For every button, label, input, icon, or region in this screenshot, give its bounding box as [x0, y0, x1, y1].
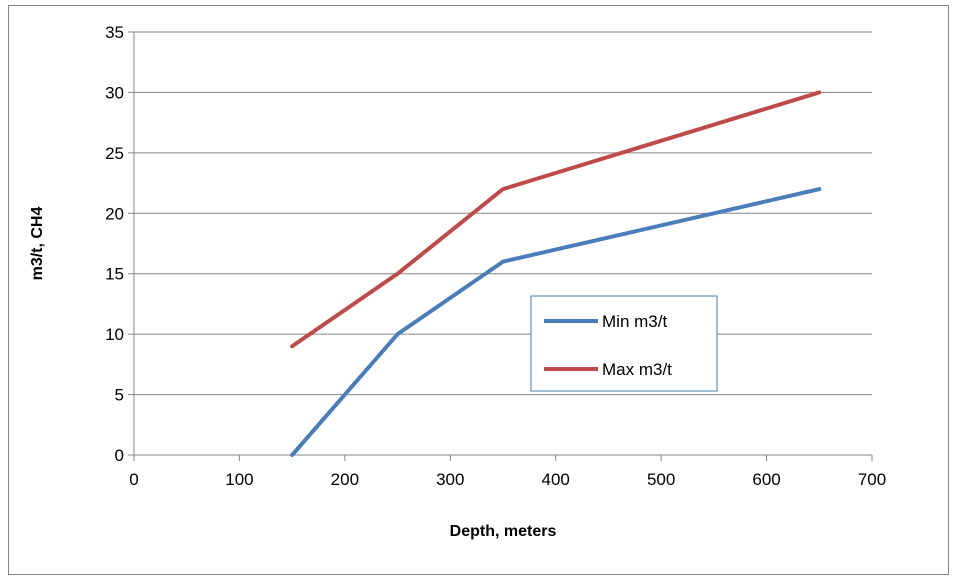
y-tick-label: 5 — [115, 386, 124, 405]
x-tick-label: 200 — [331, 470, 359, 489]
series-lines — [290, 90, 822, 457]
y-tick-label: 25 — [105, 144, 124, 163]
y-tick-labels: 0 5 10 15 20 25 30 35 — [105, 23, 124, 465]
x-tick-label: 300 — [436, 470, 464, 489]
legend: Min m3/t Max m3/t — [530, 295, 718, 392]
series-line-min — [290, 187, 822, 457]
y-tick-label: 20 — [105, 204, 124, 223]
x-tick-label: 400 — [542, 470, 570, 489]
x-tick-label: 500 — [647, 470, 675, 489]
x-tick-label: 700 — [858, 470, 886, 489]
x-axis-title: Depth, meters — [450, 523, 557, 540]
x-tick-labels: 0 100 200 300 400 500 600 700 — [129, 470, 886, 489]
legend-label-max: Max m3/t — [602, 360, 672, 379]
x-tick-label: 600 — [752, 470, 780, 489]
x-tick-label: 100 — [225, 470, 253, 489]
x-tick-label: 0 — [129, 470, 138, 489]
series-line-max — [290, 90, 822, 349]
y-tick-label: 10 — [105, 325, 124, 344]
y-tick-label: 0 — [115, 446, 124, 465]
y-tick-label: 15 — [105, 265, 124, 284]
y-tick-label: 30 — [105, 83, 124, 102]
y-tick-label: 35 — [105, 23, 124, 42]
legend-box — [530, 295, 718, 392]
y-axis-title: m3/t, CH4 — [29, 207, 46, 281]
legend-label-min: Min m3/t — [602, 312, 667, 331]
gridlines — [128, 31, 873, 461]
axes — [133, 32, 872, 456]
